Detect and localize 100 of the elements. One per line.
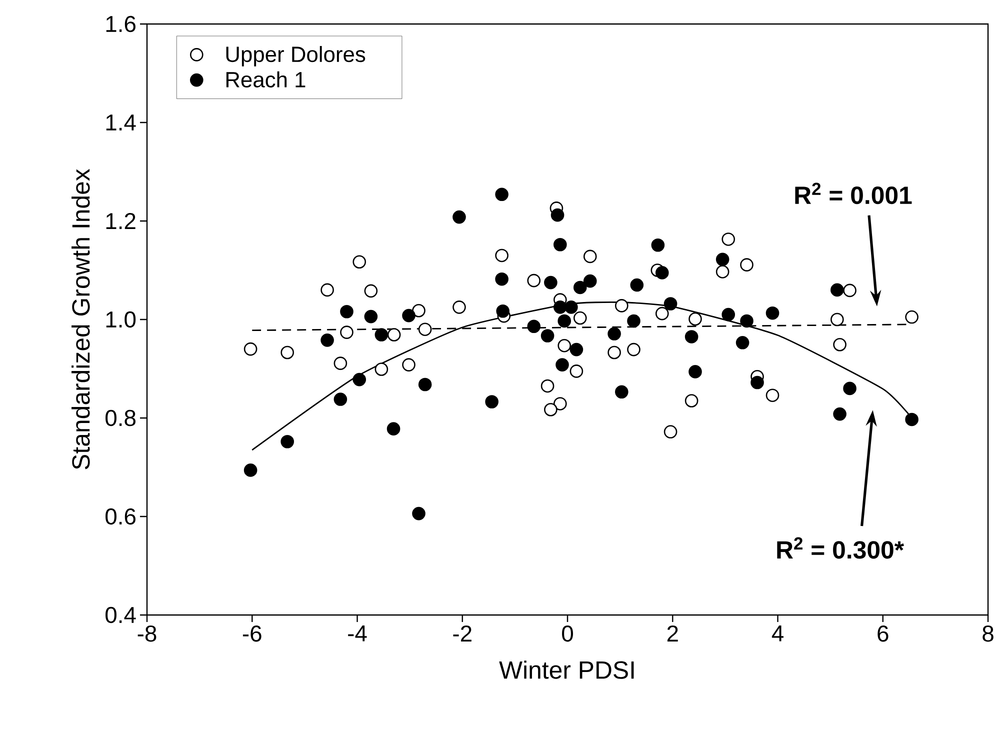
point [630, 278, 644, 292]
point [573, 311, 587, 325]
point [544, 276, 558, 290]
x-tick-label: 2 [667, 626, 678, 642]
point [364, 310, 378, 324]
point [688, 312, 702, 326]
point [527, 274, 541, 288]
point [905, 310, 918, 324]
point [402, 308, 416, 322]
point [495, 188, 508, 202]
point [485, 395, 498, 408]
point [540, 329, 554, 342]
point [688, 365, 702, 378]
point [334, 392, 348, 406]
point [364, 284, 378, 298]
point [750, 376, 764, 390]
point [452, 300, 466, 314]
point [452, 210, 466, 224]
point [352, 372, 366, 386]
point [550, 208, 564, 222]
point [540, 379, 554, 393]
y-axis-title: Standardized Growth Index [71, 168, 90, 470]
point [412, 506, 426, 520]
point [544, 402, 558, 416]
point [340, 326, 354, 339]
x-tick-label: 4 [772, 626, 784, 642]
legend-label: Upper Dolores [226, 46, 366, 66]
point [527, 320, 541, 334]
point [352, 255, 366, 269]
point [843, 284, 856, 298]
x-tick-label: -4 [348, 626, 367, 642]
point [583, 250, 597, 264]
point [334, 356, 348, 370]
legend-label: Reach 1 [226, 71, 306, 88]
point [736, 336, 750, 350]
point [402, 358, 416, 372]
point [558, 314, 572, 328]
point [766, 388, 780, 402]
point [615, 385, 628, 399]
x-tick-label: 6 [878, 626, 888, 642]
point [564, 300, 578, 314]
point [608, 346, 621, 360]
point [554, 397, 567, 410]
point [280, 434, 294, 448]
point [716, 252, 730, 266]
point [766, 306, 780, 320]
annotation: R$^{2}$ = 0.001 [795, 182, 912, 204]
point [320, 334, 334, 347]
point [573, 280, 587, 294]
point [386, 422, 400, 436]
point [418, 322, 432, 336]
y-tick-label: 1.6 [106, 16, 136, 32]
point [664, 297, 678, 310]
y-tick-label: 1.4 [106, 114, 136, 130]
point [684, 394, 698, 408]
point [570, 342, 584, 356]
point [244, 342, 258, 356]
point [244, 464, 258, 477]
point [843, 382, 856, 396]
point [554, 300, 567, 314]
point [374, 328, 388, 342]
point [740, 314, 754, 328]
point [583, 274, 597, 288]
annotation: R$^{2}$ = 0.300* [777, 537, 904, 559]
y-tick-label: 1.2 [106, 212, 136, 229]
point [722, 232, 736, 246]
point [615, 299, 628, 312]
x-axis-title: Winter PDSI [499, 660, 634, 679]
point [412, 304, 426, 318]
point [833, 338, 846, 352]
point [684, 330, 698, 344]
point [554, 238, 567, 252]
point [608, 327, 621, 340]
point [418, 378, 432, 392]
y-tick-label: 0.6 [106, 508, 136, 525]
x-tick-label: -2 [453, 626, 472, 642]
x-tick-label: -8 [138, 626, 156, 642]
point [655, 306, 669, 320]
point [340, 304, 354, 318]
point [496, 304, 510, 318]
point [655, 266, 669, 280]
point [570, 364, 584, 378]
point [833, 407, 846, 421]
x-tick-label: 0 [562, 626, 573, 642]
point [495, 248, 508, 262]
point [627, 342, 640, 356]
point [651, 238, 665, 252]
point [556, 358, 569, 372]
point [830, 312, 844, 326]
point [495, 272, 508, 286]
point [627, 314, 640, 328]
point [664, 425, 678, 438]
point [387, 328, 401, 342]
point [716, 265, 730, 278]
point [740, 258, 754, 272]
x-tick-label: -6 [242, 626, 262, 642]
point [280, 346, 294, 360]
point [905, 412, 918, 426]
y-tick-label: 0.4 [106, 606, 136, 624]
y-tick-label: 1.0 [106, 311, 136, 328]
